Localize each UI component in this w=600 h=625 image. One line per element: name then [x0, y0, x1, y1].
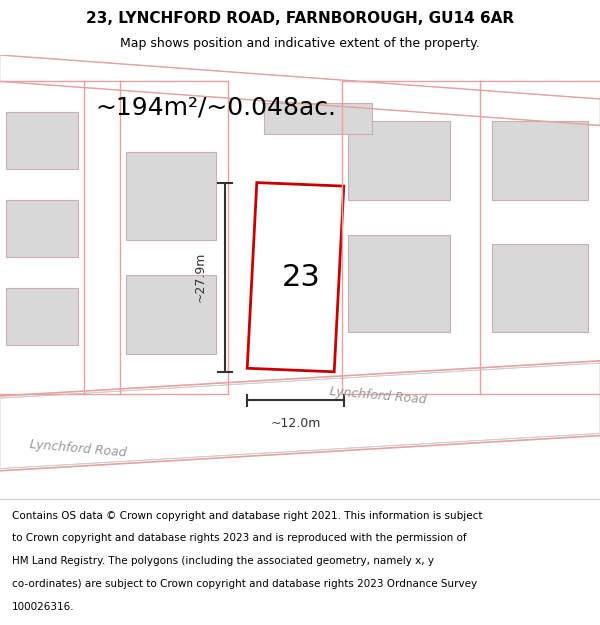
- Bar: [348, 121, 450, 200]
- Text: to Crown copyright and database rights 2023 and is reproduced with the permissio: to Crown copyright and database rights 2…: [12, 533, 467, 543]
- Text: Lynchford Road: Lynchford Road: [29, 438, 127, 459]
- Text: Map shows position and indicative extent of the property.: Map shows position and indicative extent…: [120, 38, 480, 51]
- Polygon shape: [247, 182, 344, 372]
- Text: Lynchford Road: Lynchford Road: [329, 385, 427, 407]
- Text: 100026316.: 100026316.: [12, 602, 74, 612]
- Text: ~12.0m: ~12.0m: [271, 417, 320, 430]
- Text: co-ordinates) are subject to Crown copyright and database rights 2023 Ordnance S: co-ordinates) are subject to Crown copyr…: [12, 579, 477, 589]
- Bar: [348, 236, 450, 332]
- Polygon shape: [0, 363, 600, 469]
- Bar: [492, 244, 588, 332]
- Bar: [6, 200, 78, 258]
- Bar: [126, 152, 216, 240]
- Bar: [264, 103, 372, 134]
- Text: HM Land Registry. The polygons (including the associated geometry, namely x, y: HM Land Registry. The polygons (includin…: [12, 556, 434, 566]
- Bar: [492, 121, 588, 200]
- Text: Contains OS data © Crown copyright and database right 2021. This information is : Contains OS data © Crown copyright and d…: [12, 511, 482, 521]
- Text: 23, LYNCHFORD ROAD, FARNBOROUGH, GU14 6AR: 23, LYNCHFORD ROAD, FARNBOROUGH, GU14 6A…: [86, 11, 514, 26]
- Text: 23: 23: [282, 262, 321, 292]
- Text: ~27.9m: ~27.9m: [193, 252, 206, 302]
- Polygon shape: [0, 55, 600, 126]
- Bar: [6, 288, 78, 346]
- Bar: [6, 112, 78, 169]
- Text: ~194m²/~0.048ac.: ~194m²/~0.048ac.: [95, 96, 337, 120]
- Bar: [126, 275, 216, 354]
